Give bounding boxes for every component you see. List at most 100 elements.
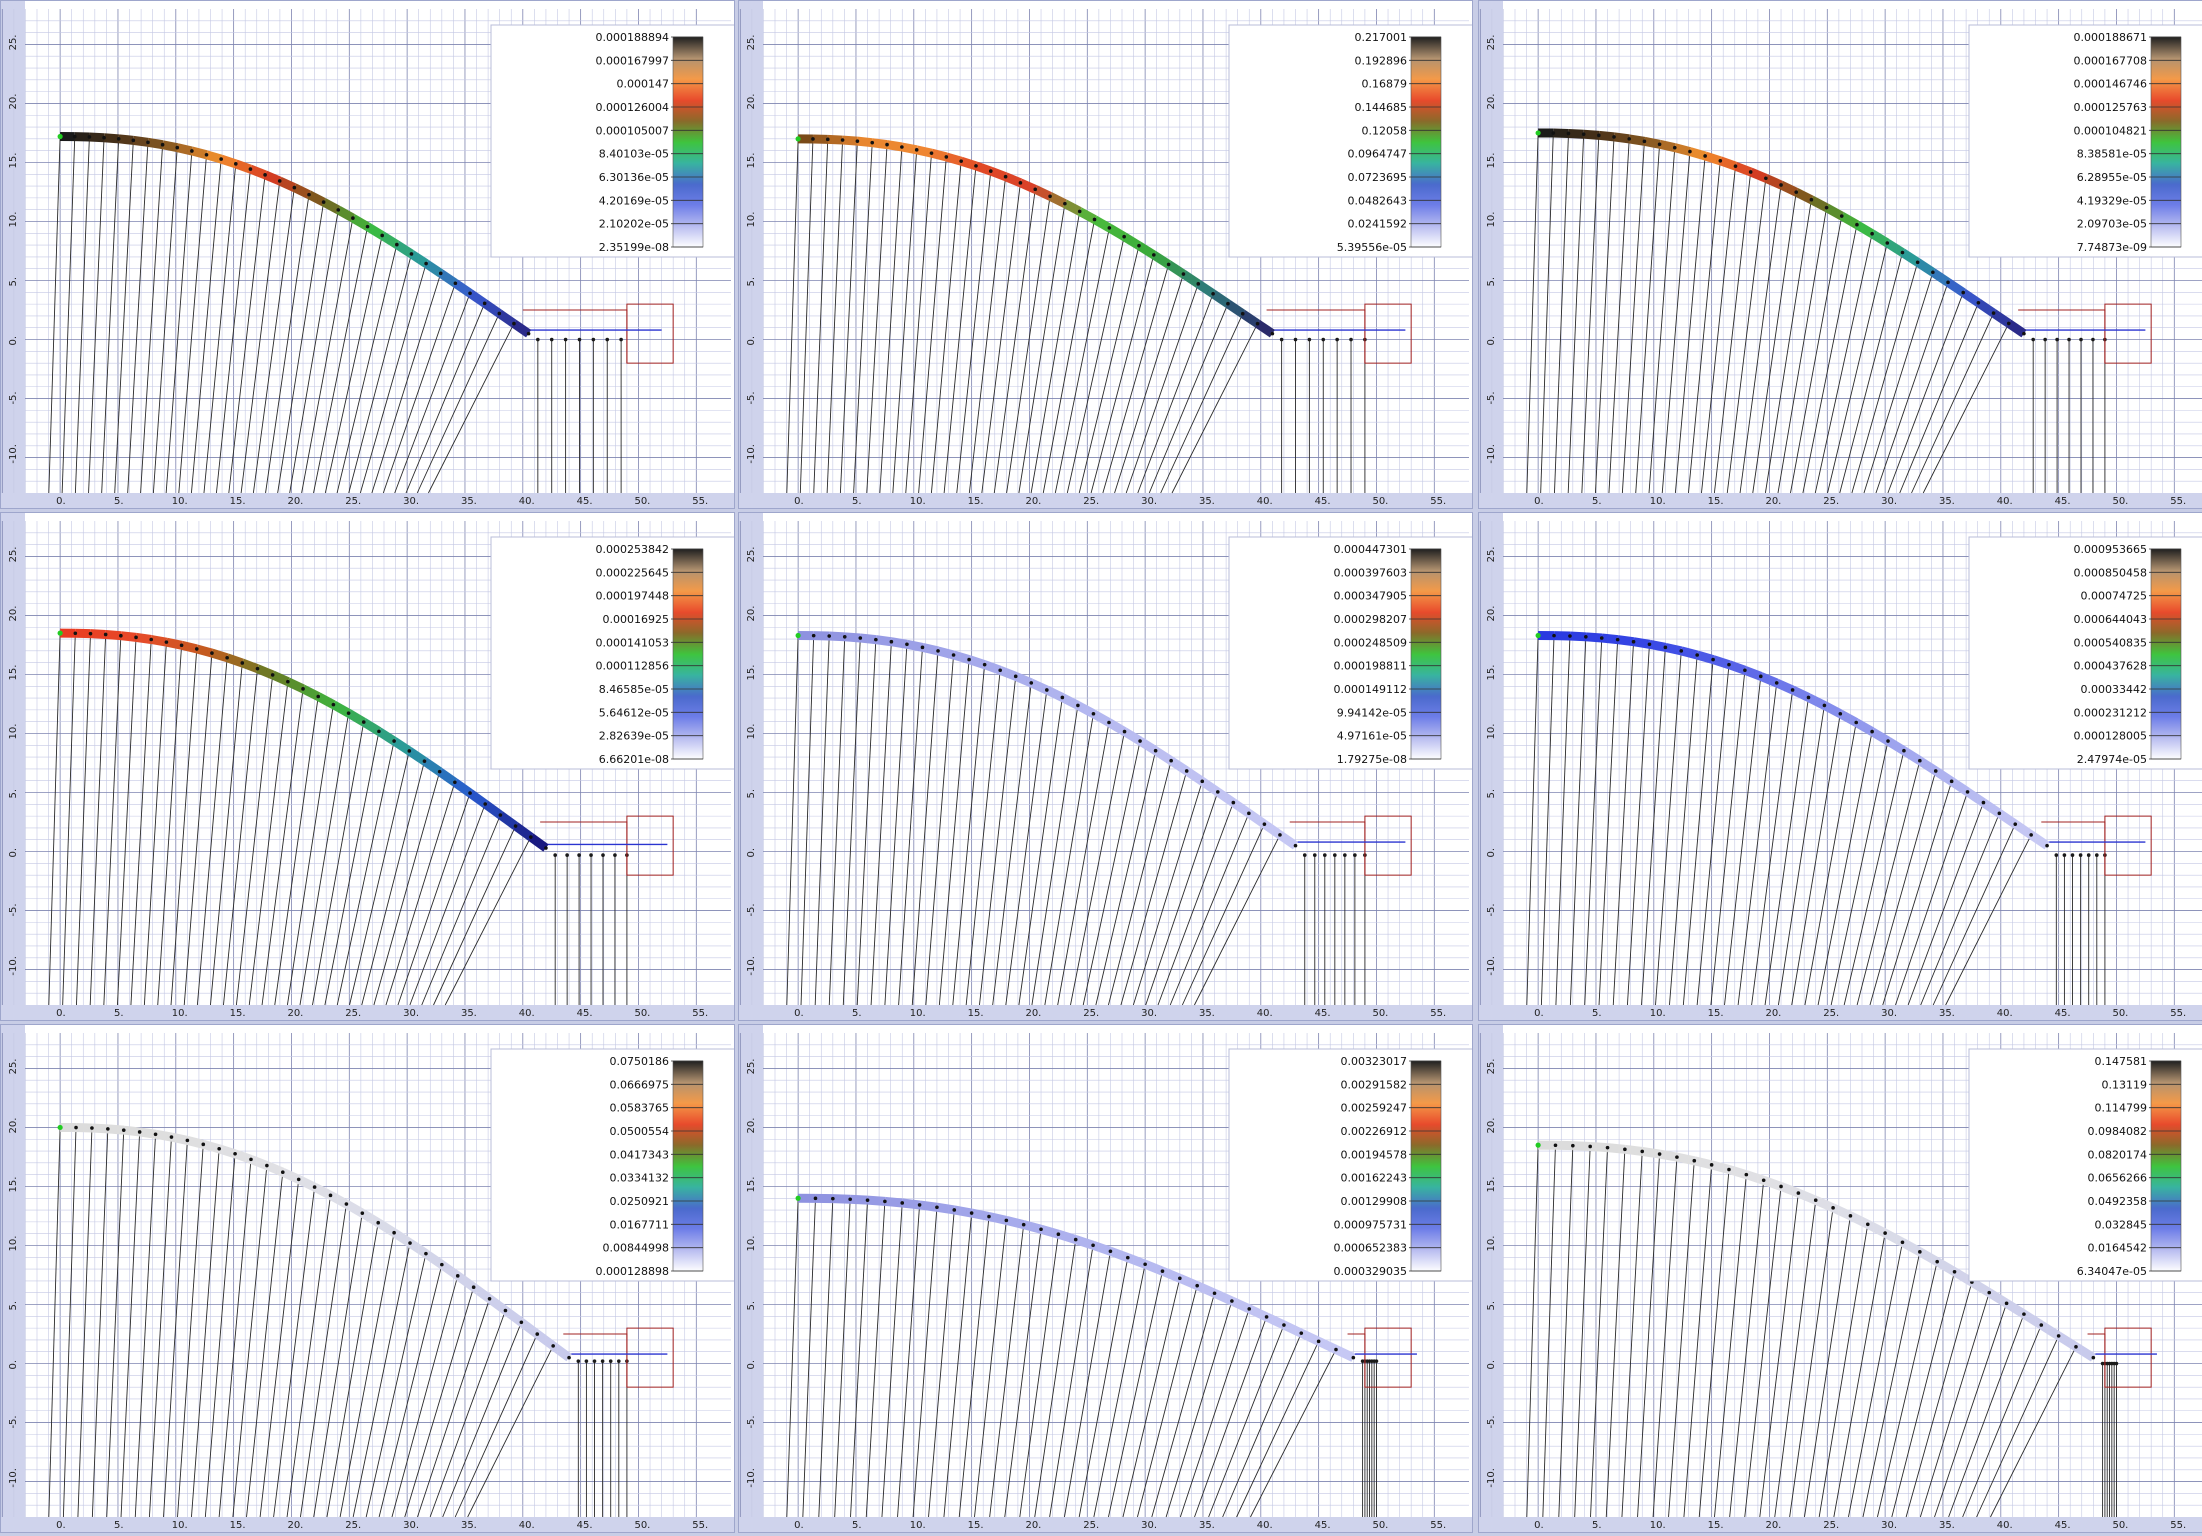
anchor-line	[324, 235, 383, 494]
colorbar-label: 0.000447301	[1334, 543, 1407, 556]
anchor-line	[814, 636, 830, 1006]
toe-node	[565, 853, 569, 857]
toe-node	[2070, 853, 2075, 857]
curve-segment	[409, 250, 429, 268]
colorbar-label: 0.0500554	[610, 1125, 670, 1138]
colorbar-band	[673, 1124, 703, 1146]
anchor-line	[1526, 132, 1539, 494]
curve-segment	[1018, 178, 1038, 194]
y-tick-label: 5.	[8, 789, 19, 799]
curve-node	[551, 1344, 555, 1348]
colorbar: 0.000188894 0.000167997 0.000147 0.00012600…	[490, 24, 734, 258]
y-tick-label: -10.	[746, 1468, 757, 1488]
colorbar-label: 0.192896	[1355, 54, 1408, 67]
colorbar-label: 0.0482643	[1348, 194, 1408, 207]
anchor-line	[905, 153, 932, 494]
colorbar-band	[1411, 163, 1441, 185]
curve-segment	[1664, 642, 1683, 656]
curve-node	[1004, 1218, 1009, 1223]
toe-node	[1343, 853, 1347, 857]
red-frame-upper	[2041, 821, 2106, 876]
curve-node	[1672, 145, 1677, 150]
colorbar-label: 0.114799	[2095, 1102, 2148, 1115]
curve-segment	[1658, 1149, 1678, 1162]
plot-panel-3: 0. 5. 10. 15. 20. 25. 30. 35. 40. 45. 50. 55. 25. 20.…	[1478, 0, 2202, 509]
y-tick-label: 15.	[1486, 665, 1497, 681]
curve-node	[424, 261, 428, 266]
anchor-line	[116, 637, 137, 1006]
curve-node	[1196, 282, 1201, 286]
curve-segment	[1703, 151, 1722, 166]
toe-node	[600, 1359, 605, 1363]
anchor-line	[879, 146, 903, 494]
curve-node	[1091, 1243, 1095, 1248]
curve-node	[217, 1146, 221, 1151]
plot-svg: 0. 5. 10. 15. 20. 25. 30. 35. 40. 45. 50. 55. 25. 20.…	[1479, 1025, 2202, 1532]
curve-node	[1854, 720, 1859, 725]
red-frame-box	[1364, 303, 1412, 364]
curve-node	[1688, 149, 1692, 154]
x-tick-label: 25.	[345, 1008, 361, 1019]
colorbar-label: 2.09703e-05	[2077, 218, 2147, 231]
curve-segment	[1711, 655, 1731, 669]
anchor-line	[248, 681, 289, 1006]
colorbar-label: 0.000167997	[596, 54, 669, 67]
colorbar-band	[673, 654, 703, 676]
curve-node	[102, 135, 106, 140]
y-axis-strip	[739, 1025, 763, 1532]
anchor-line	[1652, 1157, 1678, 1518]
anchor-lines	[48, 1127, 554, 1518]
curve-node	[1056, 1232, 1061, 1237]
y-tick-label: 20.	[1486, 1118, 1497, 1134]
curve-node	[1077, 209, 1082, 214]
colorbar: 0.000953665 0.000850458 0.00074725 0.000644…	[1968, 536, 2202, 770]
toe-node	[2043, 337, 2047, 342]
anchor-line	[1542, 1145, 1556, 1518]
x-tick-label: 50.	[634, 496, 650, 507]
anchor-line	[177, 1144, 204, 1518]
y-tick-label: 15.	[1486, 1177, 1497, 1193]
x-axis-strip	[1479, 1005, 2202, 1020]
anchor-line	[349, 750, 410, 1006]
anchor-line	[165, 150, 193, 494]
curve-segment	[1316, 1337, 1338, 1354]
curve-segment	[1246, 809, 1267, 828]
colorbar-label: 0.032845	[2095, 1218, 2148, 1231]
toe-node	[563, 337, 568, 342]
red-frames	[1347, 1327, 1412, 1388]
colorbar-band	[673, 570, 703, 592]
curve-segment	[1184, 767, 1205, 786]
x-tick-label: 20.	[287, 1008, 303, 1019]
curve-segment	[123, 1125, 141, 1137]
colorbar-band	[673, 1103, 703, 1125]
anchor-line	[210, 662, 243, 1006]
curve-node	[351, 216, 355, 220]
anchor-line	[1863, 272, 1934, 494]
anchor-line	[178, 154, 207, 494]
curve-segment	[2006, 319, 2027, 338]
curve-node	[1073, 1237, 1078, 1242]
anchor-line	[1882, 781, 1953, 1006]
anchor-line	[981, 182, 1021, 494]
colorbar-label: 4.97161e-05	[1337, 730, 1407, 743]
curve-segment	[248, 164, 267, 180]
curve-node	[179, 643, 184, 648]
curve-node	[336, 208, 341, 212]
curve-segment	[1848, 1211, 1870, 1229]
anchor-line	[1082, 740, 1141, 1006]
curve-node	[1107, 720, 1111, 725]
grid-lines	[739, 9, 1469, 493]
colorbar-label: 0.000231212	[2074, 706, 2147, 719]
toe-node	[608, 1359, 613, 1363]
curve-node	[312, 1185, 317, 1189]
anchor-line	[127, 142, 149, 494]
colorbar: 0.000447301 0.000397603 0.000347905 0.00029…	[1228, 536, 1472, 770]
curve-segment	[970, 1208, 990, 1221]
curve-segment	[1107, 224, 1127, 241]
colorbar-label: 0.00194578	[1341, 1148, 1407, 1161]
curve-segment	[1853, 718, 1875, 736]
curve-segment	[1136, 241, 1157, 259]
colorbar-band	[673, 163, 703, 185]
curve-node	[1779, 1184, 1783, 1189]
y-tick-label: 10.	[8, 212, 19, 228]
